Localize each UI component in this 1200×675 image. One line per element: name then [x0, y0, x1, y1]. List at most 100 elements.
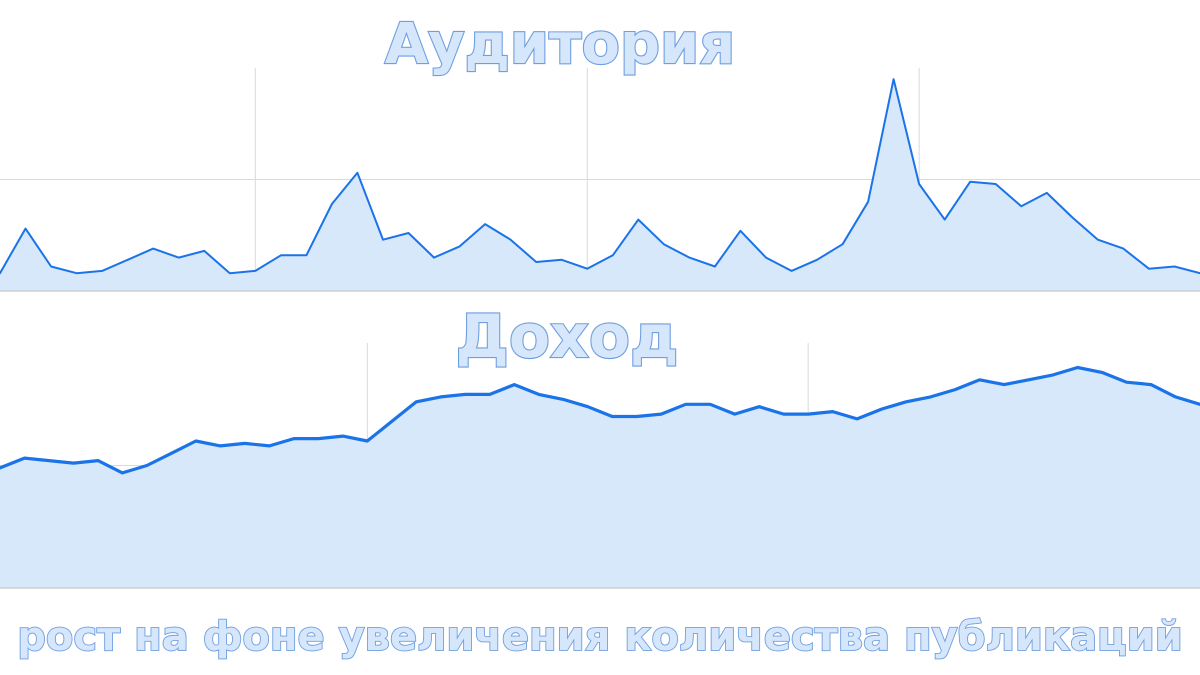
audience-data-point: [510, 239, 512, 241]
audience-data-point: [918, 183, 920, 185]
audience-data-point: [356, 172, 358, 174]
revenue-data-point: [1175, 396, 1177, 398]
revenue-data-point: [513, 384, 515, 386]
revenue-data-point: [930, 396, 932, 398]
revenue-data-point: [1052, 374, 1054, 376]
revenue-data-point: [856, 418, 858, 420]
audience-data-point: [203, 250, 205, 252]
audience-data-point: [816, 259, 818, 261]
revenue-data-point: [1101, 371, 1103, 373]
revenue-chart: [0, 343, 1200, 589]
revenue-data-point: [219, 445, 221, 447]
revenue-series-line: [0, 365, 1200, 475]
audience-data-point: [280, 254, 282, 256]
revenue-data-point: [758, 406, 760, 408]
audience-data-point: [535, 261, 537, 263]
audience-data-point: [101, 270, 103, 272]
audience-data-point: [433, 257, 435, 259]
audience-data-point: [842, 243, 844, 245]
audience-data-point: [944, 219, 946, 221]
audience-data-point: [127, 259, 129, 261]
audience-data-point: [331, 203, 333, 205]
audience-data-point: [739, 230, 741, 232]
revenue-data-point: [734, 413, 736, 415]
audience-data-point: [1148, 268, 1150, 270]
revenue-data-point: [1003, 384, 1005, 386]
audience-data-point: [714, 266, 716, 268]
audience-data-point: [561, 259, 563, 261]
audience-data-point: [459, 245, 461, 247]
revenue-data-point: [538, 393, 540, 395]
revenue-data-point: [293, 438, 295, 440]
audience-area-fill: [0, 79, 1200, 291]
revenue-data-point: [1028, 379, 1030, 381]
revenue-data-point: [440, 396, 442, 398]
audience-data-point: [1174, 266, 1176, 268]
revenue-data-point: [1126, 381, 1128, 383]
audience-data-point: [765, 257, 767, 259]
audience-data-point: [305, 254, 307, 256]
revenue-data-point: [489, 393, 491, 395]
revenue-data-point: [979, 379, 981, 381]
revenue-data-point: [342, 435, 344, 437]
revenue-data-point: [685, 403, 687, 405]
audience-data-point: [586, 268, 588, 270]
revenue-data-point: [121, 472, 123, 474]
revenue-data-point: [415, 401, 417, 403]
revenue-data-point: [1150, 384, 1152, 386]
revenue-data-point: [562, 398, 564, 400]
audience-chart-title: Аудитория: [385, 12, 736, 77]
revenue-data-point: [660, 413, 662, 415]
audience-data-point: [1097, 239, 1099, 241]
revenue-data-point: [24, 457, 26, 459]
audience-data-point: [893, 78, 895, 80]
audience-data-point: [663, 243, 665, 245]
audience-data-point: [25, 228, 27, 230]
audience-data-point: [152, 248, 154, 250]
revenue-data-point: [587, 406, 589, 408]
revenue-area-fill: [0, 367, 1200, 588]
audience-data-point: [867, 201, 869, 203]
audience-data-point: [1020, 205, 1022, 207]
audience-data-point: [229, 272, 231, 274]
revenue-data-point: [464, 393, 466, 395]
audience-data-point: [1071, 216, 1073, 218]
audience-data-point: [688, 257, 690, 259]
revenue-data-point: [832, 411, 834, 413]
audience-data-point: [1122, 248, 1124, 250]
revenue-data-point: [317, 438, 319, 440]
revenue-data-point: [73, 462, 75, 464]
audience-data-point: [50, 266, 52, 268]
audience-data-point: [382, 239, 384, 241]
revenue-data-point: [611, 416, 613, 418]
audience-data-point: [484, 223, 486, 225]
revenue-data-point: [97, 460, 99, 462]
revenue-data-point: [146, 465, 148, 467]
revenue-data-point: [636, 416, 638, 418]
revenue-chart-title: Доход: [455, 302, 678, 372]
revenue-data-point: [195, 440, 197, 442]
audience-data-point: [969, 181, 971, 183]
revenue-data-point: [1077, 367, 1079, 369]
revenue-data-point: [709, 403, 711, 405]
revenue-data-point: [366, 440, 368, 442]
revenue-data-point: [391, 420, 393, 422]
audience-data-point: [791, 270, 793, 272]
audience-data-point: [408, 232, 410, 234]
revenue-data-point: [268, 445, 270, 447]
audience-chart: [0, 68, 1200, 292]
revenue-data-point: [244, 442, 246, 444]
audience-data-point: [995, 183, 997, 185]
revenue-data-point: [48, 460, 50, 462]
audience-data-point: [178, 257, 180, 259]
audience-data-point: [76, 272, 78, 274]
revenue-data-point: [170, 452, 172, 454]
audience-data-point: [612, 254, 614, 256]
revenue-data-point: [905, 401, 907, 403]
revenue-data-point: [954, 389, 956, 391]
chart-caption: рост на фоне увеличения количества публи…: [17, 614, 1183, 660]
revenue-data-point: [881, 408, 883, 410]
audience-data-point: [1046, 192, 1048, 194]
audience-series-line: [0, 78, 1200, 275]
